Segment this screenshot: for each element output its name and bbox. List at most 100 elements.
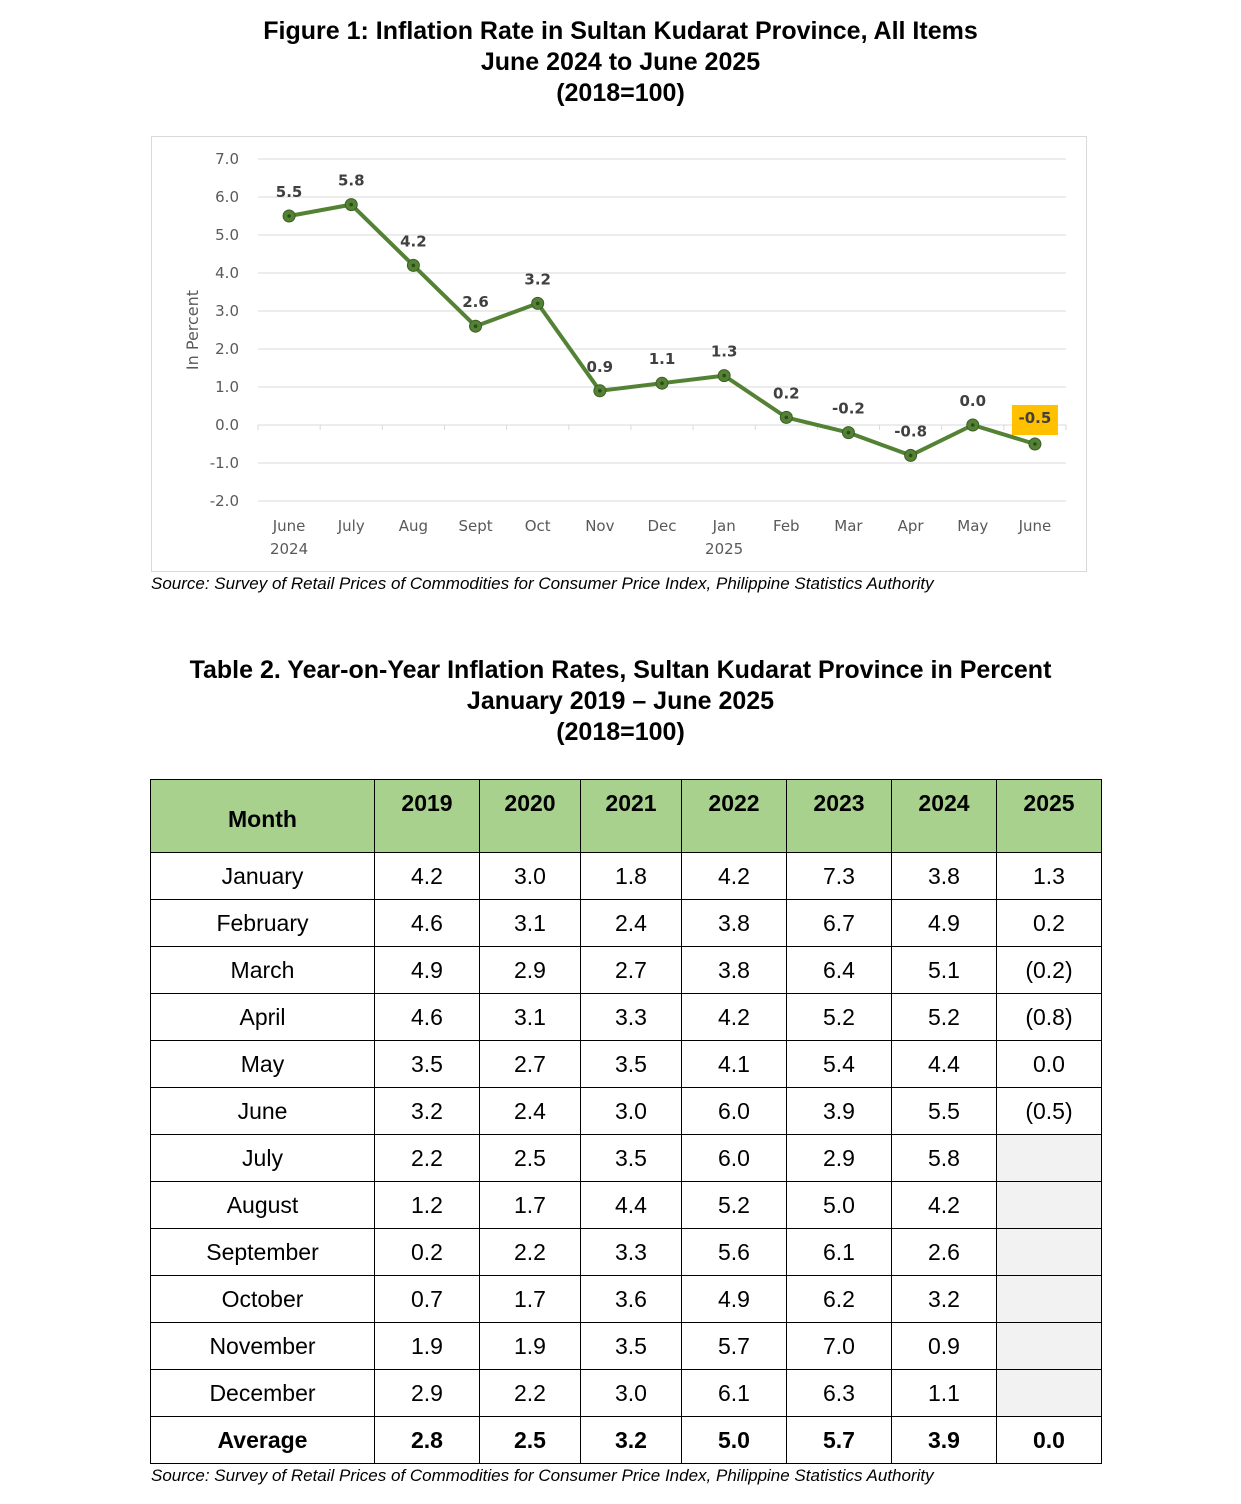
table-cell: 3.3: [580, 993, 682, 1041]
figure-title-line3: (2018=100): [556, 79, 685, 107]
table-cell: [996, 1275, 1102, 1323]
x-tick-label: Oct: [525, 517, 551, 535]
x-tick-label: Apr: [898, 517, 925, 535]
highlight-label-box: [1011, 405, 1058, 435]
table-cell: 2.2: [374, 1134, 480, 1182]
table-cell: 2.7: [479, 1040, 581, 1088]
table-cell: 2.4: [580, 899, 682, 947]
data-label: 4.2: [400, 232, 427, 250]
table-cell: 7.3: [786, 852, 892, 900]
table-cell: 4.9: [374, 946, 480, 994]
table-cell: 3.1: [479, 899, 581, 947]
data-label: 1.3: [711, 343, 738, 361]
row-label: December: [150, 1369, 375, 1417]
y-tick-label: 2.0: [215, 340, 239, 358]
header-year-2022: 2022: [681, 779, 787, 853]
x-tick-label: May: [957, 517, 988, 535]
data-label: 0.9: [587, 358, 614, 376]
table-cell: 3.3: [580, 1228, 682, 1276]
row-label: October: [150, 1275, 375, 1323]
table-cell: 0.2: [374, 1228, 480, 1276]
header-year-2020: 2020: [479, 779, 581, 853]
figure-title: Figure 1: Inflation Rate in Sultan Kudar…: [0, 16, 1241, 109]
data-label: -0.2: [832, 400, 865, 418]
y-tick-label: -1.0: [210, 454, 239, 472]
table-cell: 1.7: [479, 1275, 581, 1323]
table-row: April 4.6 3.1 3.3 4.2 5.2 5.2 (0.8): [150, 993, 1102, 1041]
table-cell: 0.7: [374, 1275, 480, 1323]
table-cell: 3.0: [479, 852, 581, 900]
table-row: October 0.7 1.7 3.6 4.9 6.2 3.2: [150, 1275, 1102, 1323]
table-row: January 4.2 3.0 1.8 4.2 7.3 3.8 1.3: [150, 852, 1102, 900]
table-cell: 2.2: [479, 1228, 581, 1276]
data-point-center: [784, 415, 789, 420]
row-label: February: [150, 899, 375, 947]
y-tick-label: 3.0: [215, 302, 239, 320]
table-title-line1: Table 2. Year-on-Year Inflation Rates, S…: [189, 656, 1052, 684]
table-cell: 2.5: [479, 1134, 581, 1182]
figure-title-line2: June 2024 to June 2025: [480, 48, 761, 76]
inflation-table: Month 2019 2020 2021 2022 2023 2024 2025 Januar…: [150, 779, 1102, 1464]
table-cell: [996, 1134, 1102, 1182]
x-tick-label: Dec: [647, 517, 676, 535]
data-point-center: [411, 263, 416, 268]
table-cell: [996, 1369, 1102, 1417]
data-point-center: [349, 202, 354, 207]
table-cell: 3.2: [580, 1416, 682, 1464]
data-point-center: [846, 430, 851, 435]
y-tick-label: 6.0: [215, 188, 239, 206]
table-cell: 6.3: [786, 1369, 892, 1417]
row-label: April: [150, 993, 375, 1041]
table-cell: 0.9: [891, 1322, 997, 1370]
table-cell: 4.9: [681, 1275, 787, 1323]
table-cell: 4.1: [681, 1040, 787, 1088]
table-cell: 4.2: [681, 993, 787, 1041]
data-label: 0.2: [773, 384, 800, 402]
table-title-line2: January 2019 – June 2025: [466, 687, 775, 715]
table-cell: 3.0: [580, 1369, 682, 1417]
data-label: -0.5: [1019, 409, 1052, 427]
table-cell: 2.2: [479, 1369, 581, 1417]
y-tick-label: 1.0: [215, 378, 239, 396]
y-tick-label: 4.0: [215, 264, 239, 282]
table-cell: 2.4: [479, 1087, 581, 1135]
table-cell: (0.8): [996, 993, 1102, 1041]
data-label: 5.8: [338, 172, 365, 190]
row-label: January: [150, 852, 375, 900]
x-tick-label: July: [337, 517, 365, 535]
table-cell: 3.9: [786, 1087, 892, 1135]
table-cell: 5.6: [681, 1228, 787, 1276]
table-title-line3: (2018=100): [556, 718, 685, 746]
table-cell: 4.4: [891, 1040, 997, 1088]
header-year-2025: 2025: [996, 779, 1102, 853]
table-body: January 4.2 3.0 1.8 4.2 7.3 3.8 1.3 February 4.6 3…: [150, 852, 1102, 1464]
row-label: August: [150, 1181, 375, 1229]
data-point-center: [473, 324, 478, 328]
table-cell: 2.9: [479, 946, 581, 994]
data-point-center: [908, 453, 913, 458]
table-cell: 4.2: [681, 852, 787, 900]
table-cell: 5.7: [786, 1416, 892, 1464]
table-cell: 2.9: [786, 1134, 892, 1182]
table-cell: [996, 1322, 1102, 1370]
row-label: May: [150, 1040, 375, 1088]
table-row: March 4.9 2.9 2.7 3.8 6.4 5.1 (0.2): [150, 946, 1102, 994]
row-label: July: [150, 1134, 375, 1182]
x-tick-sublabel: 2025: [705, 540, 743, 558]
line-chart: 7.0 6.0 5.0 4.0 3.0 2.0 1.0 0.0 -1.0 -2.0 In Perce…: [183, 150, 1067, 558]
data-label: 0.0: [959, 392, 986, 410]
header-year-2021: 2021: [580, 779, 682, 853]
table-cell: 1.2: [374, 1181, 480, 1229]
table-cell: 1.7: [479, 1181, 581, 1229]
x-tick-label: Mar: [834, 517, 863, 535]
table-cell: 6.7: [786, 899, 892, 947]
data-point-center: [287, 214, 291, 218]
table-cell: 5.7: [681, 1322, 787, 1370]
header-year-2023: 2023: [786, 779, 892, 853]
table-cell: 6.0: [681, 1134, 787, 1182]
x-tick-label: Sept: [458, 517, 492, 535]
table-cell: 0.2: [996, 899, 1102, 947]
table-cell: 3.5: [580, 1134, 682, 1182]
table-cell: 6.0: [681, 1087, 787, 1135]
table-cell: 3.8: [681, 946, 787, 994]
